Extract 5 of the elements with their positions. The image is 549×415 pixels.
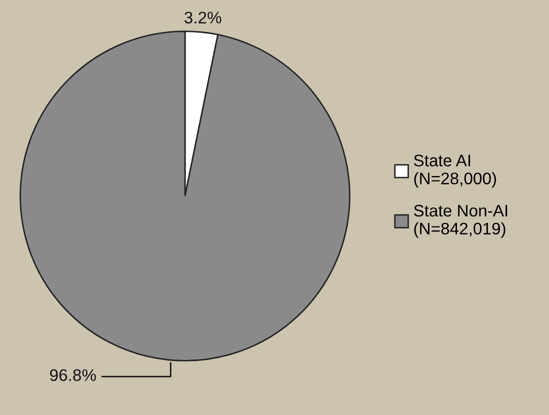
legend-label: State Non-AI (N=842,019) [414,204,508,238]
data-label: 96.8% [50,369,96,382]
legend-label: State AI (N=28,000) [414,154,496,188]
pie-slice [20,30,350,362]
data-label: 3.2% [184,12,222,24]
